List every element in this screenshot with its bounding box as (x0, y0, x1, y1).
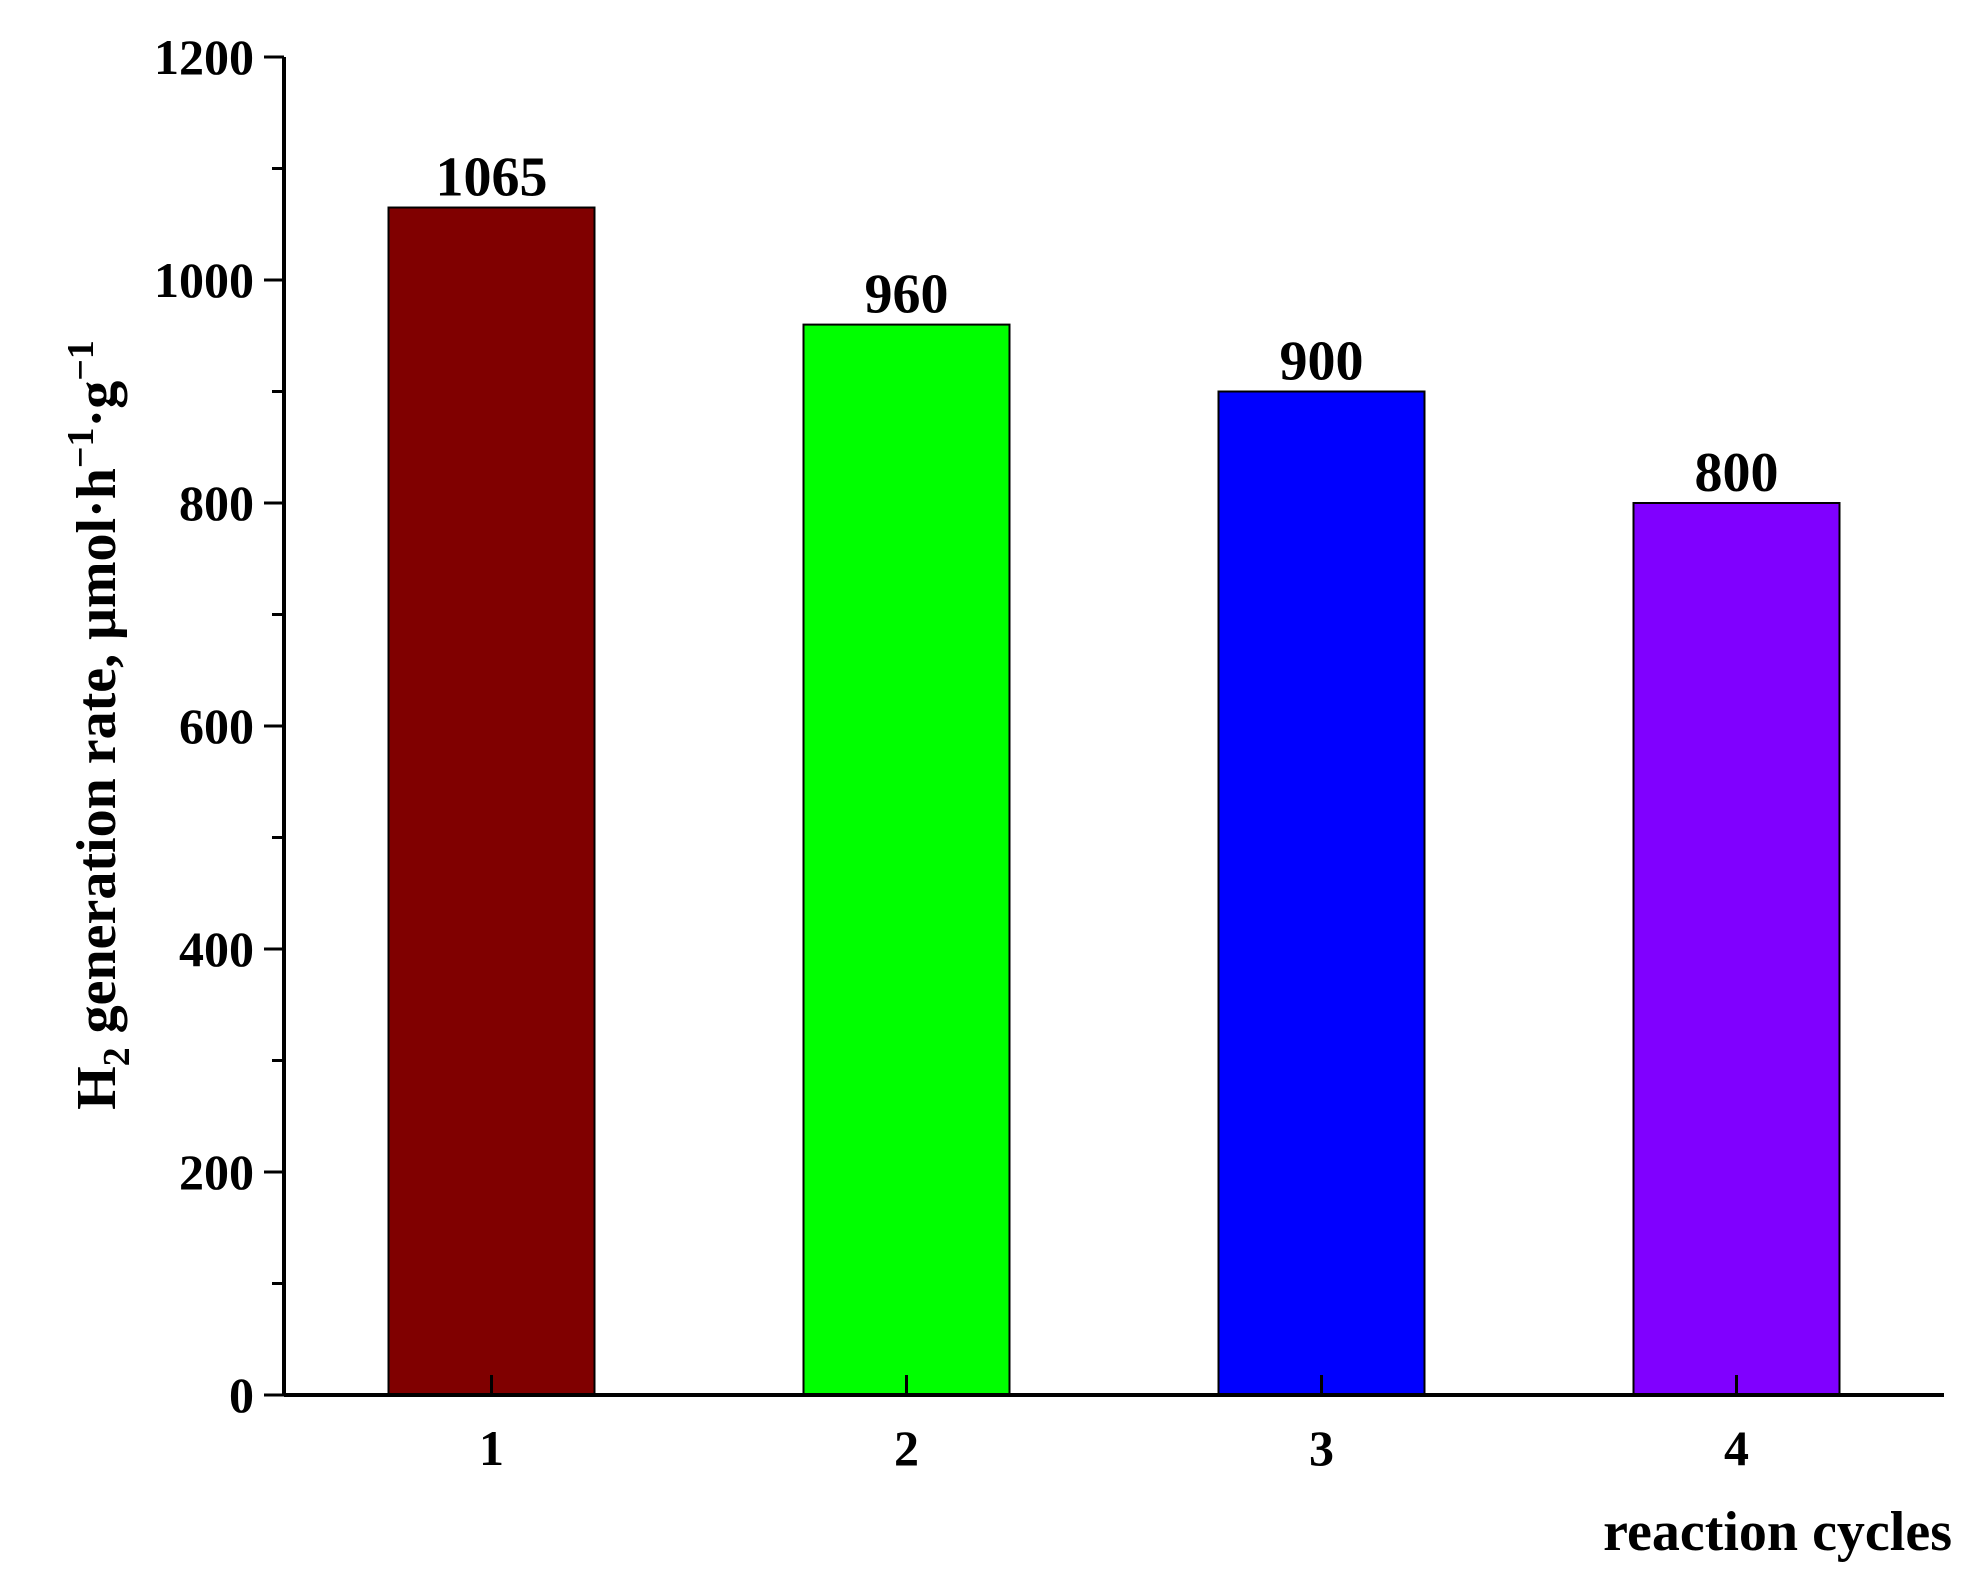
y-ticks-group: 0 200 400 600 800 1000 1200 (154, 29, 284, 1423)
y-tick-label: 800 (179, 475, 254, 531)
bar-cycle-3 (1217, 390, 1426, 1396)
y-axis-title-middle: generation rate, μmol·h (66, 468, 128, 1047)
data-label-cycle-2: 960 (865, 264, 949, 326)
bars-group (387, 206, 1841, 1397)
data-label-cycle-4: 800 (1695, 442, 1779, 504)
bar-cycle-2 (802, 323, 1011, 1397)
y-tick-label: 0 (229, 1367, 254, 1423)
data-label-cycle-3: 900 (1280, 331, 1364, 393)
y-tick-label: 600 (179, 698, 254, 754)
x-ticks-group: 1 2 3 4 (479, 1375, 1749, 1476)
bar-cycle-1 (387, 206, 596, 1396)
y-tick-label: 400 (179, 921, 254, 977)
data-labels-group: 1065 960 900 800 (436, 147, 1779, 504)
y-axis-title-subscript: 2 (96, 1047, 138, 1066)
y-axis-title-prefix: H (66, 1066, 128, 1110)
x-tick-label: 1 (479, 1420, 504, 1476)
x-tick-label: 4 (1724, 1420, 1749, 1476)
y-axis-title: H2 generation rate, μmol·h−1·g−1 (60, 340, 138, 1110)
bar-cycle-4 (1632, 502, 1841, 1396)
y-axis-title-dot: ·g (66, 381, 128, 428)
y-axis-title-sup2: −1 (60, 340, 102, 381)
y-axis-title-sup1: −1 (60, 427, 102, 468)
x-axis-title: reaction cycles (1603, 1501, 1952, 1563)
y-tick-label: 1000 (154, 252, 254, 308)
y-tick-label: 1200 (154, 29, 254, 85)
x-tick-label: 2 (894, 1420, 919, 1476)
data-label-cycle-1: 1065 (436, 147, 548, 209)
y-tick-label: 200 (179, 1144, 254, 1200)
x-tick-label: 3 (1309, 1420, 1334, 1476)
